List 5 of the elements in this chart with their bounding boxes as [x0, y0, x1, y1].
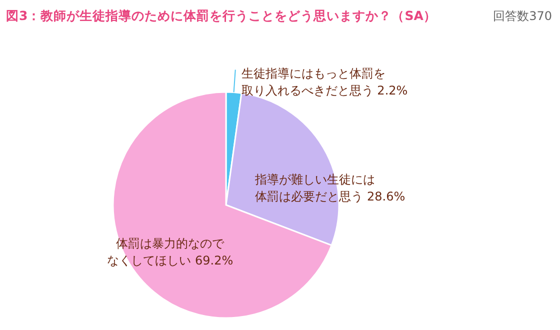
- slice-label: 体罰は暴力的なのでなくしてほしい 69.2%: [107, 236, 234, 268]
- slice-label: 生徒指導にはもっと体罰を取り入れるべきだと思う 2.2%: [241, 66, 408, 98]
- chart-title: 図3：教師が生徒指導のために体罰を行うことをどう思いますか？（SA）: [6, 8, 436, 23]
- text: 回答数370: [493, 9, 552, 23]
- slice-label: 指導が難しい生徒には体罰は必要だと思う 28.6%: [254, 172, 406, 204]
